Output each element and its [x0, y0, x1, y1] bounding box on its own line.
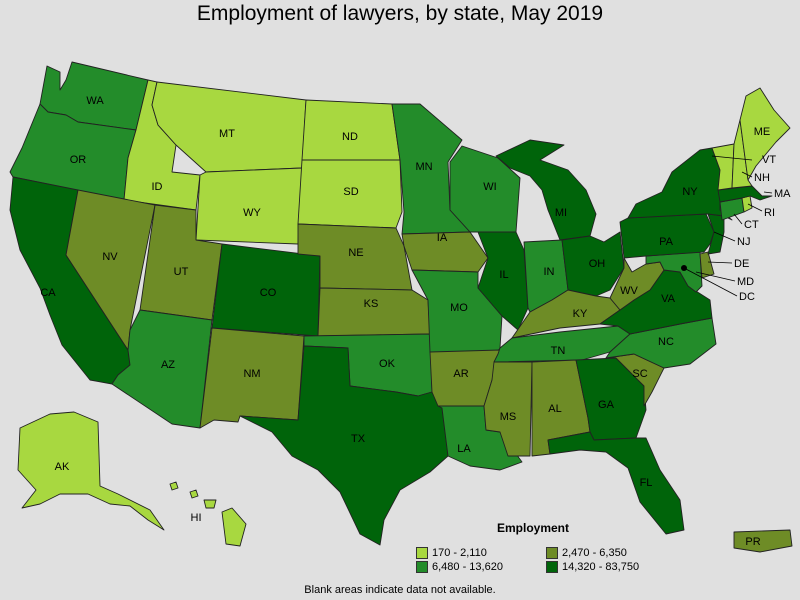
legend-title: Employment: [497, 521, 570, 535]
state-label-VT: VT: [762, 154, 776, 166]
state-label-NE: NE: [348, 247, 363, 259]
state-label-RI: RI: [764, 207, 775, 219]
state-label-ID: ID: [152, 181, 163, 193]
state-label-SC: SC: [632, 368, 647, 380]
state-NH: [731, 119, 753, 189]
legend-label: 170 - 2,110: [432, 547, 487, 559]
state-label-CT: CT: [744, 219, 759, 231]
legend-swatch: [546, 547, 558, 559]
legend-item: 14,320 - 83,750: [546, 561, 639, 573]
state-label-LA: LA: [457, 443, 471, 455]
state-label-PR: PR: [745, 536, 760, 548]
state-FL: [547, 431, 685, 535]
legend-item: 6,480 - 13,620: [416, 561, 503, 573]
state-AZ: [111, 309, 213, 429]
state-TX: [239, 345, 449, 546]
state-label-KS: KS: [364, 298, 379, 310]
state-VT: [711, 143, 735, 191]
state-label-WY: WY: [243, 207, 261, 219]
state-ND: [301, 99, 401, 161]
state-label-CA: CA: [40, 287, 56, 299]
state-label-NV: NV: [102, 251, 118, 263]
state-label-AL: AL: [548, 403, 561, 415]
state-label-AK: AK: [55, 461, 70, 473]
state-label-MA: MA: [774, 188, 791, 200]
state-label-DC: DC: [739, 291, 755, 303]
state-WI: [449, 145, 521, 233]
state-label-NH: NH: [754, 172, 770, 184]
state-label-UT: UT: [174, 266, 189, 278]
state-label-HI: HI: [191, 512, 202, 524]
state-DE: [699, 251, 715, 279]
state-label-MN: MN: [415, 161, 432, 173]
state-RI: [741, 195, 753, 213]
legend-label: 2,470 - 6,350: [562, 547, 627, 559]
state-label-ND: ND: [342, 131, 358, 143]
legend-item: 2,470 - 6,350: [546, 547, 627, 559]
state-WY: [195, 167, 303, 245]
state-label-NM: NM: [243, 368, 260, 380]
state-label-WI: WI: [483, 181, 496, 193]
state-label-MT: MT: [219, 128, 235, 140]
state-label-NC: NC: [658, 336, 674, 348]
legend-swatch: [546, 561, 558, 573]
state-label-TN: TN: [551, 345, 566, 357]
state-label-KY: KY: [573, 308, 588, 320]
state-HI: [169, 481, 247, 547]
state-label-TX: TX: [351, 433, 366, 445]
legend-label: 14,320 - 83,750: [562, 561, 640, 573]
state-label-MD: MD: [737, 276, 754, 288]
state-label-WA: WA: [86, 95, 104, 107]
state-PR: [733, 529, 793, 553]
state-label-PA: PA: [659, 236, 674, 248]
state-label-CO: CO: [260, 287, 277, 299]
leader-lines: [683, 155, 773, 297]
state-label-NJ: NJ: [737, 236, 750, 248]
state-label-VA: VA: [661, 293, 676, 305]
state-label-OK: OK: [379, 358, 396, 370]
state-label-MO: MO: [450, 302, 468, 314]
state-label-IN: IN: [544, 266, 555, 278]
state-MT: [151, 81, 307, 173]
state-SD: [297, 159, 403, 229]
state-labels: WA OR CA ID NV MT WY UT AZ CO NM ND SD N…: [40, 95, 791, 548]
state-NM: [199, 327, 305, 429]
state-MS: [483, 361, 533, 457]
state-KY: [511, 289, 621, 339]
dc-marker: [681, 265, 687, 271]
state-label-FL: FL: [640, 477, 653, 489]
state-label-IA: IA: [437, 232, 448, 244]
state-label-SD: SD: [343, 186, 358, 198]
state-AK: [17, 411, 165, 531]
state-label-ME: ME: [754, 126, 771, 138]
state-MI: [495, 139, 597, 241]
data-note: Blank areas indicate data not available.: [304, 584, 496, 596]
legend-swatch: [416, 561, 428, 573]
state-ME: [739, 87, 791, 181]
state-label-AR: AR: [453, 368, 468, 380]
map-title: Employment of lawyers, by state, May 201…: [196, 2, 604, 25]
state-label-OR: OR: [70, 154, 87, 166]
state-label-MI: MI: [555, 207, 567, 219]
legend-item: 170 - 2,110: [416, 547, 487, 559]
state-label-GA: GA: [598, 399, 615, 411]
state-label-DE: DE: [734, 258, 749, 270]
legend-label: 6,480 - 13,620: [432, 561, 503, 573]
legend-swatch: [416, 547, 428, 559]
state-MA: [717, 185, 773, 203]
state-label-WV: WV: [620, 285, 638, 297]
state-label-AZ: AZ: [161, 359, 175, 371]
state-label-NY: NY: [682, 186, 698, 198]
state-KS: [317, 287, 431, 337]
state-label-MS: MS: [500, 411, 517, 423]
state-label-IL: IL: [499, 269, 508, 281]
state-label-OH: OH: [589, 258, 606, 270]
